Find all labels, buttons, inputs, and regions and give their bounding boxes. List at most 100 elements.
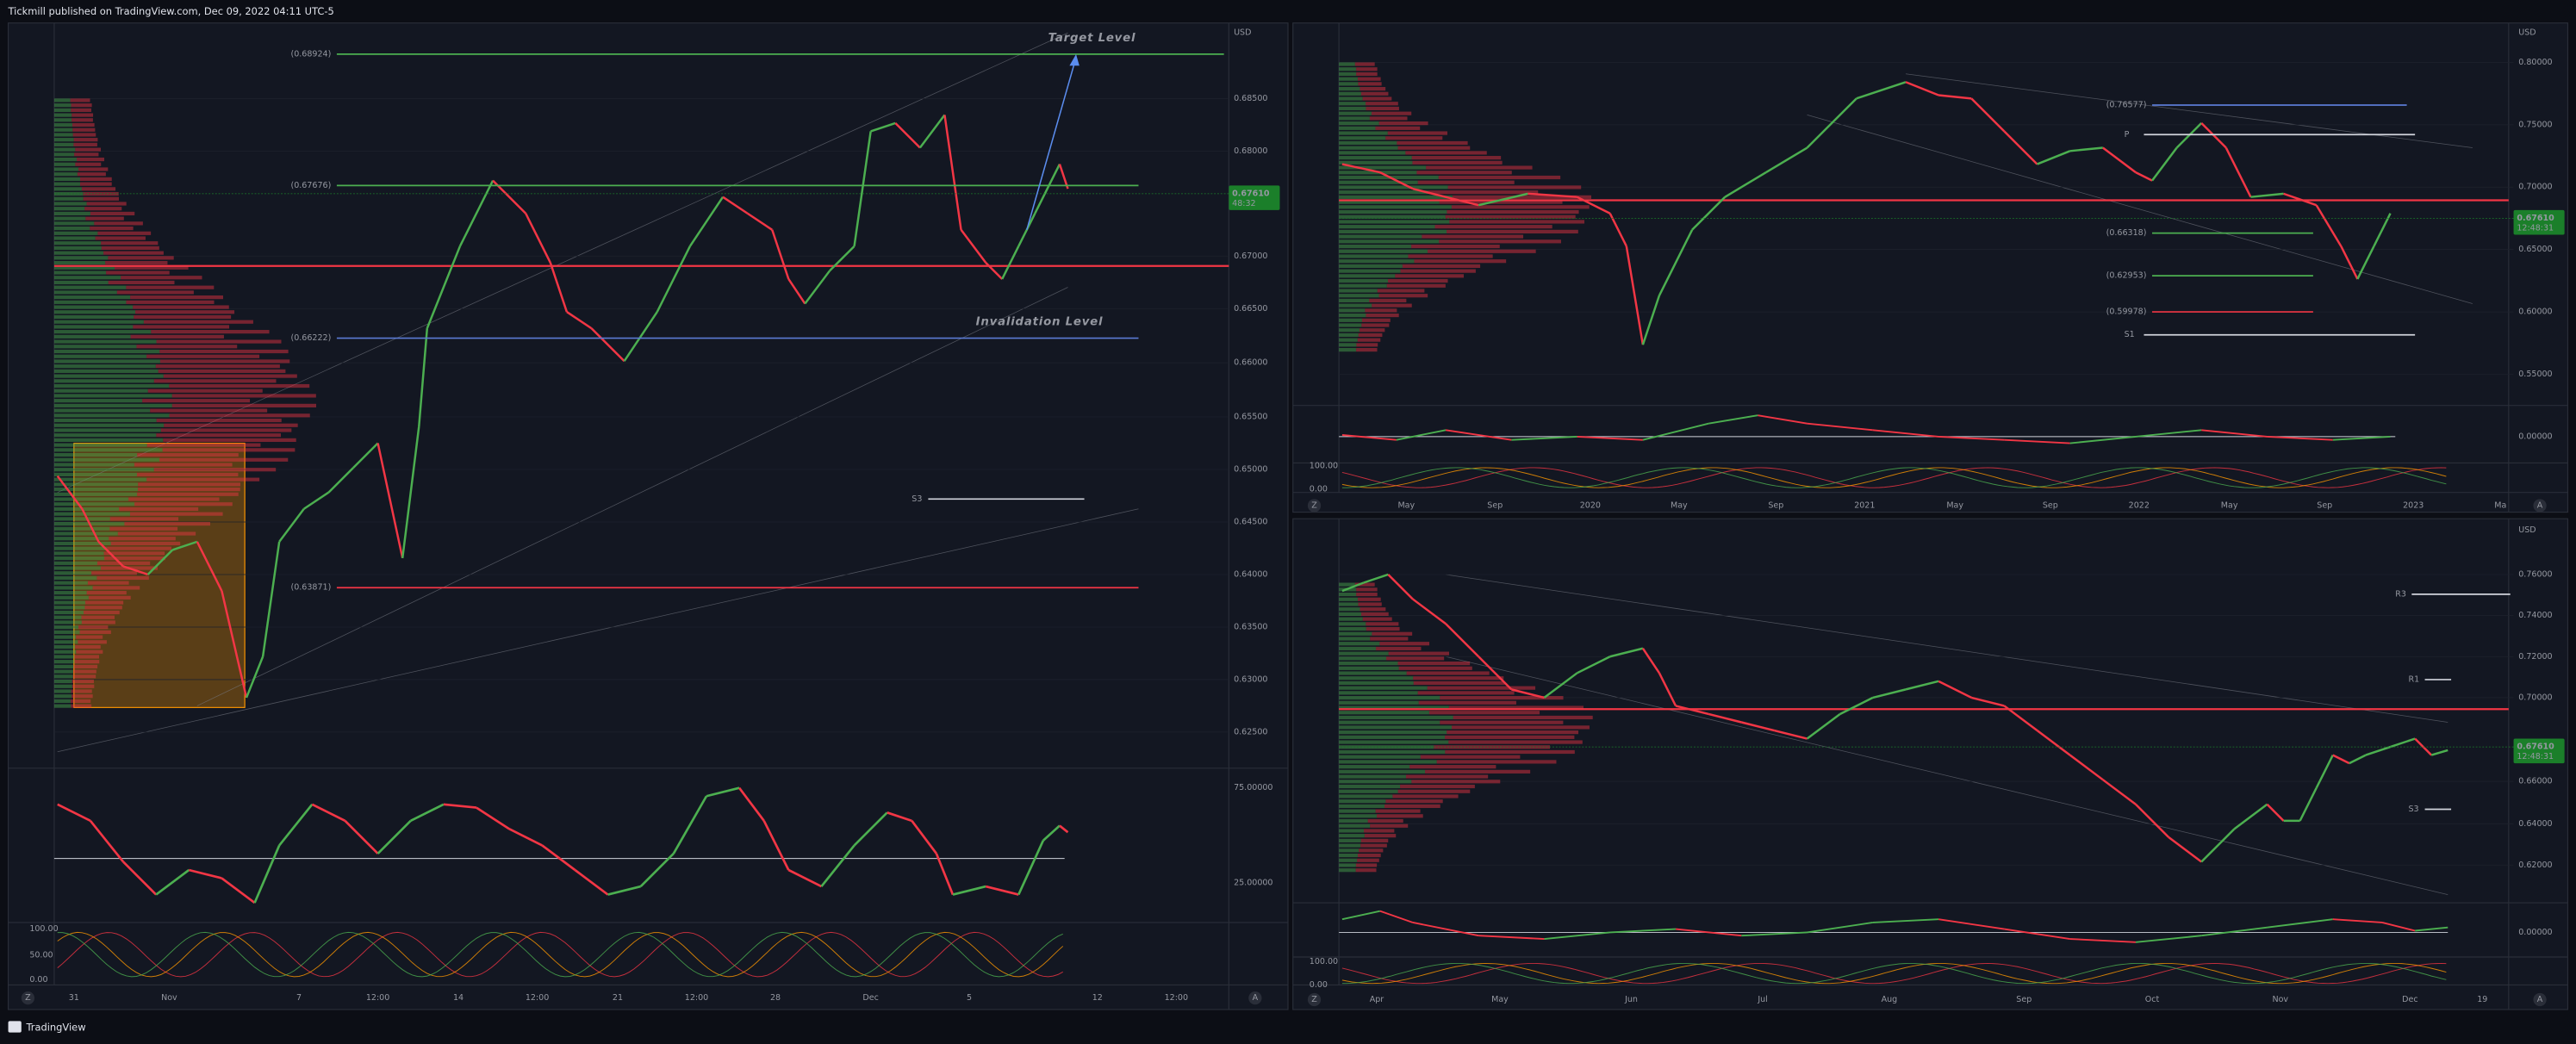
volume-profile-bar [1360, 607, 1386, 612]
volume-profile-bar [1339, 602, 1359, 606]
price-label: 0.74000 [2518, 611, 2552, 620]
scale-button-bg[interactable] [1248, 991, 1262, 1005]
price-path [1905, 81, 1939, 96]
annotation: Invalidation Level [976, 316, 1104, 329]
scale-button-bg[interactable] [1307, 499, 1322, 513]
volume-profile-bar [72, 669, 96, 674]
scale-button[interactable]: A [2537, 995, 2543, 1004]
price-path [2315, 204, 2343, 247]
oscillator-path [935, 853, 955, 896]
level-label: (0.67676) [291, 181, 332, 190]
stochastic-line [57, 931, 1063, 978]
volume-profile-bar [1397, 789, 1471, 793]
scale-button[interactable]: Z [1311, 995, 1317, 1004]
volume-profile-bar [53, 640, 78, 644]
volume-profile-bar [1339, 680, 1414, 686]
volume-profile-bar [1339, 343, 1357, 347]
volume-profile-bar [1356, 67, 1378, 71]
price-path [566, 311, 593, 330]
volume-profile-bar [1356, 71, 1378, 77]
volume-profile-bar [84, 610, 120, 615]
volume-profile-bar [1451, 725, 1590, 730]
volume-profile-bar [53, 245, 102, 251]
scale-button[interactable]: A [2537, 500, 2543, 510]
volume-profile-bar [53, 359, 160, 364]
stochastic-line [1341, 962, 2447, 985]
price-path [426, 245, 462, 329]
scale-button-bg[interactable] [21, 991, 35, 1005]
scale-button-bg[interactable] [1307, 992, 1322, 1007]
scale-button-bg[interactable] [2533, 499, 2547, 513]
volume-profile-bar [53, 457, 160, 462]
price-path [943, 115, 962, 230]
volume-profile-bar [53, 241, 102, 245]
volume-profile-bar [133, 305, 229, 309]
volume-profile-bar [1385, 136, 1443, 140]
price-path [960, 229, 987, 264]
volume-profile-bar [53, 187, 82, 191]
stochastic-line [57, 931, 1063, 978]
price-path [918, 114, 946, 149]
volume-profile-bar [1339, 121, 1379, 126]
volume-profile-bar [87, 581, 129, 585]
oscillator-path [2332, 918, 2383, 923]
time-label: Oct [2145, 995, 2160, 1004]
scale-button[interactable]: A [1253, 993, 1259, 1003]
scale-button-bg[interactable] [2533, 992, 2547, 1007]
oscillator-path [221, 877, 256, 904]
oscillator-path [1807, 422, 1873, 432]
price-path [376, 443, 404, 559]
volume-profile-bar [53, 571, 92, 575]
time-label: 2020 [1580, 500, 1601, 510]
volume-profile-bar [105, 260, 168, 265]
volume-profile-bar [76, 649, 103, 654]
volume-profile-bar [72, 674, 96, 679]
volume-profile-bar [53, 482, 139, 487]
volume-profile-bar [53, 388, 148, 393]
price-path [1938, 94, 1972, 100]
brand-logo [8, 1021, 22, 1033]
volume-profile-bar [1416, 171, 1512, 175]
volume-profile-bar [53, 270, 107, 275]
volume-profile-bar [138, 487, 240, 492]
volume-profile-bar [1361, 612, 1389, 617]
price-label: 0.63000 [1234, 674, 1267, 684]
stochastic-line [57, 931, 1064, 978]
volume-profile-bar [53, 142, 74, 146]
price-path [2102, 146, 2137, 174]
volume-profile-bar [1339, 229, 1447, 233]
volume-profile-bar [143, 320, 253, 324]
price-path [525, 213, 551, 264]
price-path [2299, 787, 2318, 822]
price-path [2390, 737, 2416, 749]
volume-profile-bar [1387, 278, 1448, 283]
volume-profile-bar [53, 305, 134, 309]
volume-profile-bar [160, 428, 292, 432]
volume-profile-bar [1362, 617, 1392, 621]
price-path [81, 508, 100, 543]
panel-bottom-right [1292, 518, 2569, 1010]
volume-profile-bar [1339, 646, 1377, 651]
volume-profile-bar [1339, 725, 1452, 730]
volume-profile-bar [1339, 691, 1418, 695]
volume-profile-bar [53, 566, 101, 570]
oscillator-path [1741, 931, 1808, 937]
volume-profile-bar [1339, 686, 1428, 690]
price-path [1609, 647, 1644, 658]
oscillator-path [253, 844, 281, 904]
volume-profile-bar [1367, 818, 1403, 823]
volume-profile-bar [1405, 774, 1489, 779]
volume-profile-bar [1453, 715, 1593, 720]
volume-profile-bar [53, 202, 87, 206]
price-path [2135, 171, 2153, 182]
volume-profile-bar [53, 610, 84, 615]
scale-button[interactable]: Z [25, 993, 31, 1003]
price-path [1675, 705, 1709, 716]
price-path [2233, 803, 2268, 830]
volume-profile-bar [1384, 804, 1440, 808]
volume-profile-bar [53, 300, 127, 304]
scale-button[interactable]: Z [1311, 500, 1317, 510]
price-path [261, 541, 281, 657]
price-path [1608, 213, 1627, 247]
volume-profile-bar [1356, 343, 1378, 347]
